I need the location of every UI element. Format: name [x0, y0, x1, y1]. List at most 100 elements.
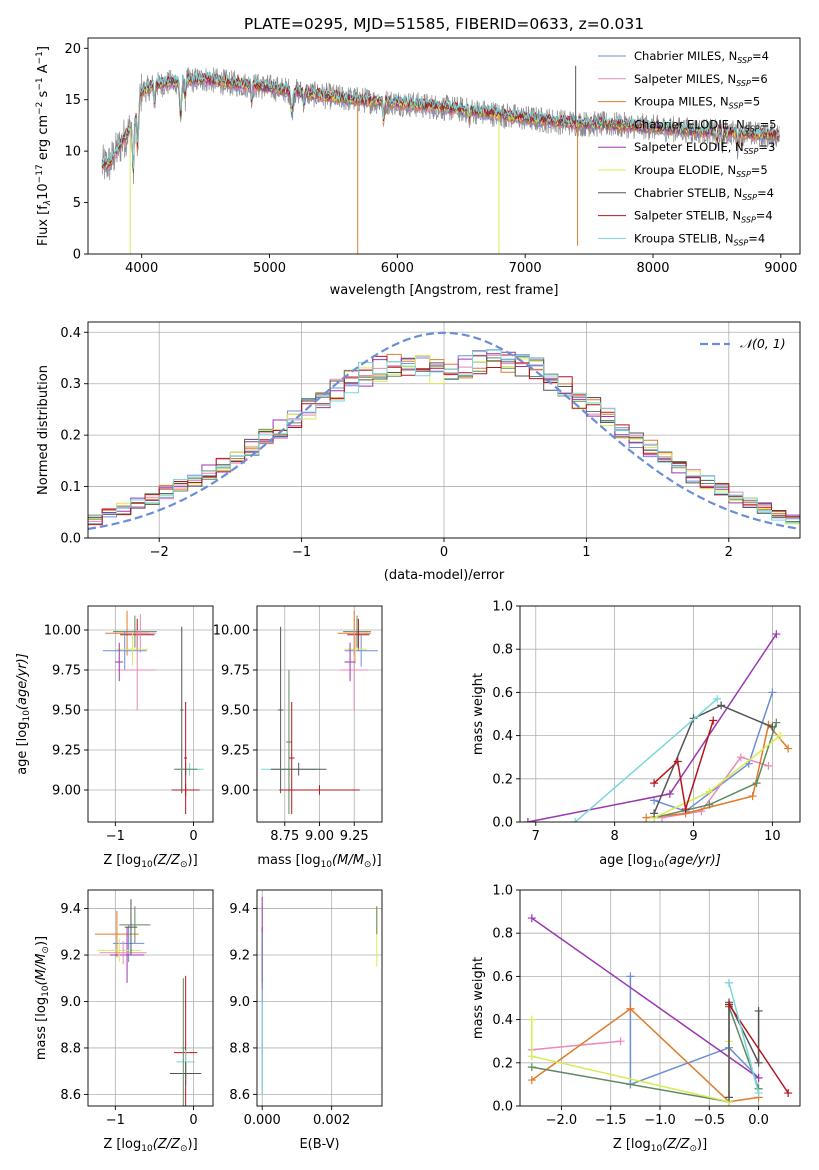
axes-frame	[256, 889, 383, 1107]
y-tick-label: 10.00	[44, 624, 81, 639]
series-marker	[626, 972, 635, 981]
mass_vs_Z-axes: −1 0 8.6 8.8 9.0 9.2 9.4 Z [log10(Z/Z⊙)] mass [l…	[34, 889, 214, 1154]
data-point-4	[97, 938, 142, 962]
y-tick-label: 20	[64, 42, 81, 57]
y-tick-label: 9.4	[229, 902, 250, 917]
age_vs_mass-panel: 8.75 9.00 9.25 9.00 9.25 9.50 9.75 10.00 mass [l…	[213, 605, 383, 870]
series-line	[574, 698, 718, 822]
y-tick-label: 0.0	[60, 532, 81, 547]
x-tick-label: 9000	[764, 261, 797, 276]
series-marker	[642, 813, 651, 822]
legend-entry: Chabrier MILES, NSSP=4	[634, 49, 769, 65]
y-tick-label: 9.75	[52, 664, 81, 679]
legend-entry: 𝒩(0, 1)	[740, 336, 786, 351]
x-tick-label: 2	[725, 545, 733, 560]
series-marker	[527, 1076, 536, 1085]
mass_vs_ebv-grid	[257, 890, 382, 1106]
age_vs_Z-plot-area	[102, 610, 204, 814]
residuals-grid	[88, 322, 800, 539]
series-marker	[725, 978, 734, 987]
series-marker	[754, 1073, 763, 1082]
series-marker	[772, 630, 781, 639]
mass_vs_Z-panel: −1 0 8.6 8.8 9.0 9.2 9.4 Z [log10(Z/Z⊙)] mass [l…	[34, 889, 214, 1154]
series-marker	[768, 688, 777, 697]
series-line	[629, 976, 760, 1086]
y-tick-label: 8.6	[229, 1088, 250, 1103]
y-tick-label: 0.2	[492, 772, 513, 787]
data-point-4	[344, 636, 367, 662]
series-marker	[754, 1006, 763, 1015]
weight_vs_Z-plot-area	[527, 914, 793, 1106]
series-marker	[616, 1037, 625, 1046]
legend-entry: Chabrier ELODIE, NSSP=5	[634, 117, 776, 133]
x-tick-label: −1	[106, 1113, 125, 1128]
weight-series-5	[650, 731, 785, 822]
y-tick-label: 1.0	[492, 600, 513, 615]
y-tick-label: 10	[64, 145, 81, 160]
y-tick-label: 0	[73, 248, 81, 263]
series-marker	[673, 757, 682, 766]
x-tick-label: 10	[764, 829, 781, 844]
data-point-12	[171, 783, 200, 797]
y-tick-label: 8.8	[60, 1041, 81, 1056]
y-tick-label: 8.6	[60, 1088, 81, 1103]
x-tick-label: −1.0	[644, 1113, 676, 1128]
x-tick-label: 9.00	[305, 829, 334, 844]
x-tick-label: 8	[611, 829, 619, 844]
series-line	[531, 1040, 621, 1051]
y-tick-label: 9.50	[52, 704, 81, 719]
y-tick-label: 0.4	[492, 1013, 513, 1028]
y-axis-label: age [log10(age/yr)]	[15, 653, 32, 775]
model-spectrum-line-8	[101, 71, 780, 169]
y-tick-label: 0.6	[492, 686, 513, 701]
weight_vs_Z-axes: −2.0 −1.5 −1.0 −0.5 0.0 0.0 0.2 0.4 0.6 0.8 1.0 Z […	[471, 884, 801, 1154]
data-point-12	[279, 785, 360, 795]
y-tick-label: 9.4	[60, 902, 81, 917]
x-tick-label: 8000	[636, 261, 669, 276]
data-point-5	[99, 941, 147, 965]
y-tick-label: 0.1	[60, 480, 81, 495]
data-point-10	[181, 978, 185, 1106]
series-marker	[752, 779, 761, 788]
weight-series-4	[527, 914, 763, 1082]
legend-entry: Salpeter ELODIE, NSSP=3	[634, 140, 775, 156]
series-marker	[764, 761, 773, 770]
age_vs_Z-axes: −1 0 9.00 9.25 9.50 9.75 10.00 Z [log10(Z/Z⊙)] a…	[15, 605, 214, 870]
data-point-2	[347, 618, 370, 651]
series-marker	[527, 1063, 536, 1072]
data-point-11	[184, 702, 188, 814]
axes-frame	[87, 37, 801, 255]
series-marker	[523, 818, 532, 822]
x-axis-label: wavelength [Angstrom, rest frame]	[330, 283, 559, 298]
y-axis-label: mass [log10(M/M⊙)]	[34, 936, 51, 1060]
y-tick-label: 9.75	[221, 664, 250, 679]
data-point-11	[288, 702, 295, 814]
y-tick-label: 8.8	[229, 1041, 250, 1056]
data-point-0	[95, 910, 139, 958]
weight_vs_age-axes: 7 8 9 10 0.0 0.2 0.4 0.6 0.8 1.0 age [log10(age/yr…	[471, 600, 801, 870]
data-point-1	[119, 906, 151, 944]
data-point-3	[124, 614, 156, 653]
weight_vs_age-panel: 7 8 9 10 0.0 0.2 0.4 0.6 0.8 1.0 age [log10(age/yr…	[471, 600, 801, 870]
x-tick-label: −1.5	[595, 1113, 627, 1128]
y-tick-label: 9.50	[221, 704, 250, 719]
series-marker	[709, 716, 718, 725]
series-line	[531, 917, 760, 1079]
series-marker	[681, 805, 690, 814]
y-tick-label: 9.25	[221, 744, 250, 759]
x-tick-label: 8.75	[270, 829, 299, 844]
series-line	[527, 633, 777, 822]
series-marker	[772, 718, 781, 727]
x-tick-label: 1	[582, 545, 590, 560]
x-axis-label: mass [log10(M/M⊙)]	[257, 853, 381, 870]
series-marker	[725, 1093, 734, 1102]
x-tick-label: 9.25	[340, 829, 369, 844]
series-marker	[705, 800, 714, 809]
series-marker	[527, 914, 536, 923]
series-line	[531, 1007, 759, 1103]
x-axis-label: Z [log10(Z/Z⊙)]	[613, 1137, 707, 1154]
data-point-10	[286, 670, 292, 814]
series-marker	[657, 813, 666, 822]
mass_vs_Z-plot-area	[95, 899, 202, 1106]
